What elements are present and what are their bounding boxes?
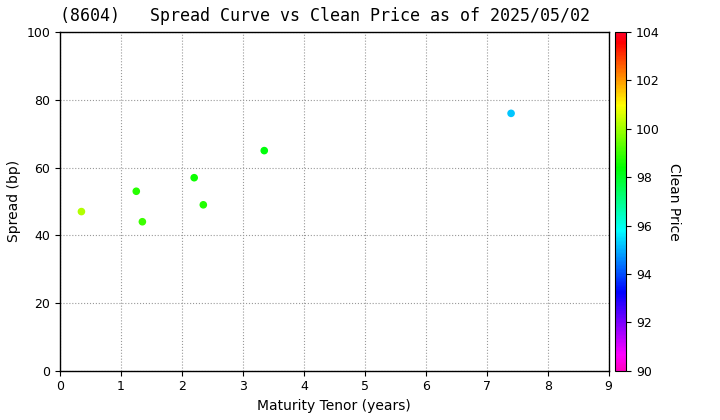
Point <box>137 218 148 225</box>
Point <box>197 202 209 208</box>
Point <box>505 110 517 117</box>
Point <box>189 174 200 181</box>
Text: (8604)   Spread Curve vs Clean Price as of 2025/05/02: (8604) Spread Curve vs Clean Price as of… <box>60 7 590 25</box>
Point <box>130 188 142 194</box>
Y-axis label: Clean Price: Clean Price <box>667 163 681 240</box>
Y-axis label: Spread (bp): Spread (bp) <box>7 160 21 242</box>
Point <box>76 208 87 215</box>
X-axis label: Maturity Tenor (years): Maturity Tenor (years) <box>258 399 411 413</box>
Point <box>258 147 270 154</box>
